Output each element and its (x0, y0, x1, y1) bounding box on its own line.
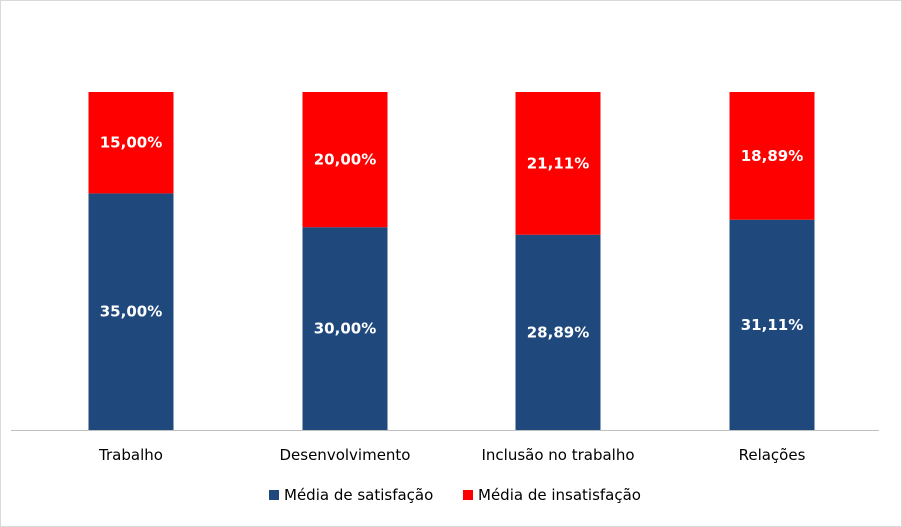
bar-satisfacao (729, 219, 815, 430)
data-label: 28,89% (527, 323, 589, 341)
data-label: 15,00% (100, 134, 162, 152)
data-label: 30,00% (314, 320, 376, 338)
legend-swatch (269, 490, 279, 500)
bar-insatisfacao (302, 92, 388, 228)
category-label: Trabalho (98, 446, 163, 464)
data-label: 20,00% (314, 151, 376, 169)
data-label: 21,11% (527, 154, 589, 172)
data-label: 18,89% (741, 147, 803, 165)
bar-satisfacao (88, 193, 174, 430)
bar-satisfacao (515, 234, 601, 430)
data-label: 31,11% (741, 316, 803, 334)
data-label: 35,00% (100, 303, 162, 321)
legend-label: Média de insatisfação (478, 486, 641, 504)
category-label: Desenvolvimento (279, 446, 410, 464)
legend-swatch (463, 490, 473, 500)
category-label: Relações (739, 446, 806, 464)
bar-insatisfacao (729, 92, 815, 220)
bar-satisfacao (302, 227, 388, 430)
bar-insatisfacao (515, 92, 601, 235)
category-label: Inclusão no trabalho (481, 446, 634, 464)
legend-label: Média de satisfação (284, 486, 433, 504)
bar-insatisfacao (88, 92, 174, 194)
